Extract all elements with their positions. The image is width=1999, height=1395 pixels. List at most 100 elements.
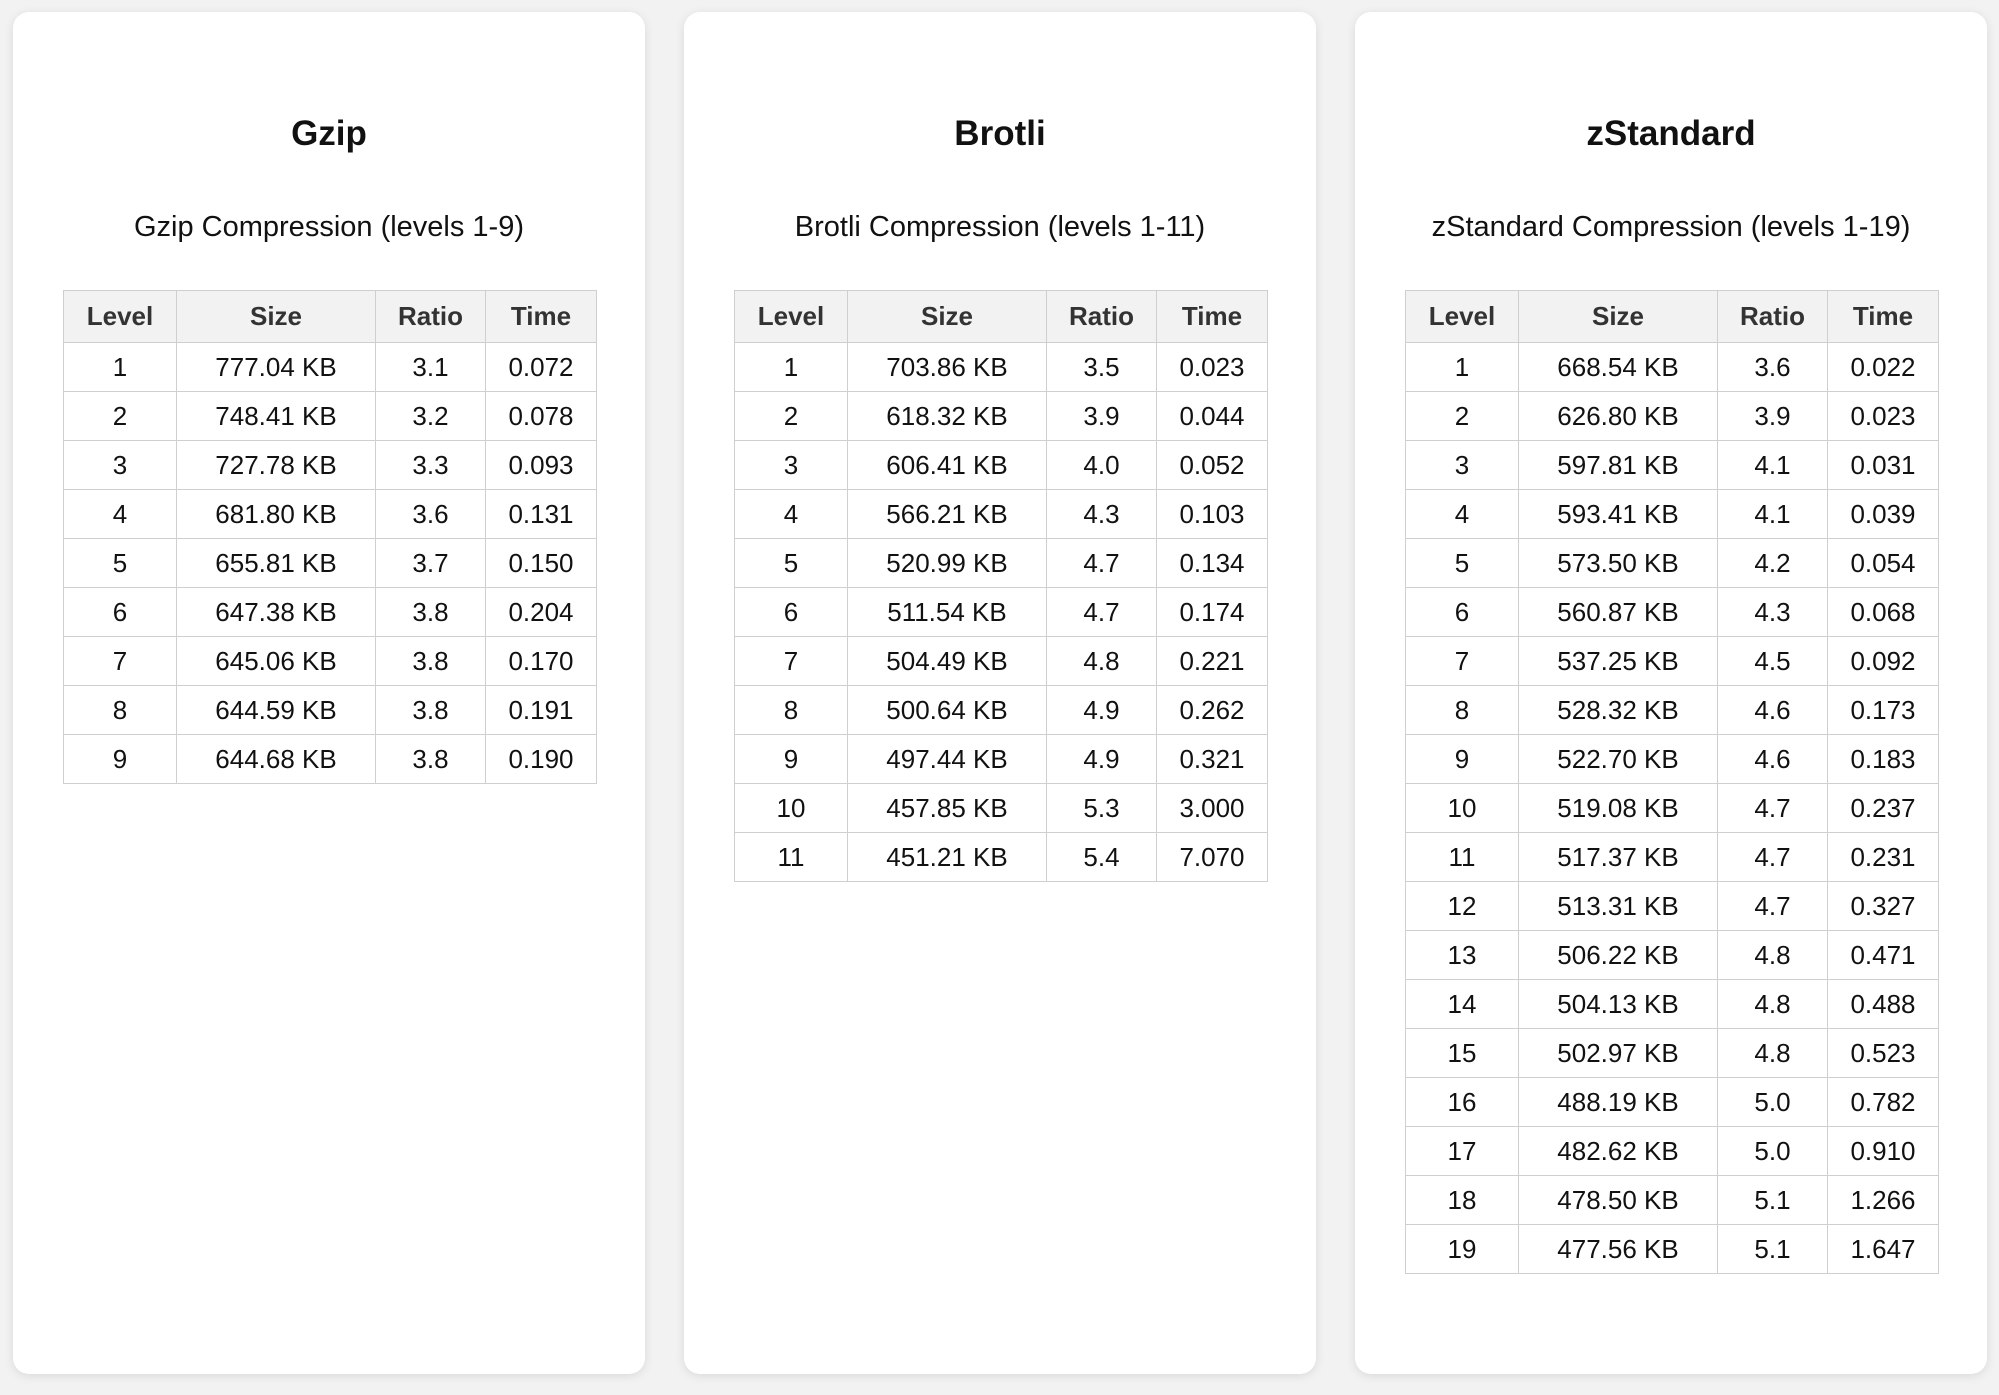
cell-level: 4 xyxy=(1405,489,1519,539)
cell-size: 511.54 KB xyxy=(847,587,1047,637)
cell-ratio: 4.0 xyxy=(1046,440,1157,490)
cell-level: 5 xyxy=(1405,538,1519,588)
cell-time: 0.327 xyxy=(1827,881,1939,931)
cell-level: 7 xyxy=(1405,636,1519,686)
cell-level: 8 xyxy=(734,685,848,735)
table-row: 9 644.68 KB 3.8 0.190 xyxy=(63,734,597,784)
cell-ratio: 4.8 xyxy=(1717,1028,1828,1078)
cell-ratio: 4.8 xyxy=(1717,979,1828,1029)
table-row: 5 520.99 KB 4.7 0.134 xyxy=(734,538,1268,588)
table-row: 10 457.85 KB 5.3 3.000 xyxy=(734,783,1268,833)
cell-level: 5 xyxy=(734,538,848,588)
cell-size: 644.59 KB xyxy=(176,685,376,735)
cell-level: 9 xyxy=(734,734,848,784)
cell-time: 0.023 xyxy=(1156,342,1268,392)
cell-level: 18 xyxy=(1405,1175,1519,1225)
cell-ratio: 3.3 xyxy=(375,440,486,490)
table-row: 4 593.41 KB 4.1 0.039 xyxy=(1405,489,1939,539)
cell-ratio: 4.7 xyxy=(1717,832,1828,882)
card-gzip: Gzip Gzip Compression (levels 1-9) Level… xyxy=(13,12,645,1374)
table-row: 7 645.06 KB 3.8 0.170 xyxy=(63,636,597,686)
table-row: 5 655.81 KB 3.7 0.150 xyxy=(63,538,597,588)
cell-ratio: 4.1 xyxy=(1717,489,1828,539)
cell-level: 3 xyxy=(1405,440,1519,490)
cell-time: 0.134 xyxy=(1156,538,1268,588)
cell-level: 2 xyxy=(734,391,848,441)
cell-size: 703.86 KB xyxy=(847,342,1047,392)
table-row: 17 482.62 KB 5.0 0.910 xyxy=(1405,1126,1939,1176)
cell-level: 2 xyxy=(63,391,177,441)
cell-size: 504.13 KB xyxy=(1518,979,1718,1029)
cell-ratio: 3.5 xyxy=(1046,342,1157,392)
cell-time: 0.103 xyxy=(1156,489,1268,539)
cell-level: 19 xyxy=(1405,1224,1519,1274)
cell-size: 502.97 KB xyxy=(1518,1028,1718,1078)
cell-level: 1 xyxy=(63,342,177,392)
cell-level: 7 xyxy=(63,636,177,686)
cell-time: 1.647 xyxy=(1827,1224,1939,1274)
cell-ratio: 4.1 xyxy=(1717,440,1828,490)
cell-time: 0.183 xyxy=(1827,734,1939,784)
card-brotli: Brotli Brotli Compression (levels 1-11) … xyxy=(684,12,1316,1374)
cell-size: 593.41 KB xyxy=(1518,489,1718,539)
cell-time: 0.068 xyxy=(1827,587,1939,637)
cell-time: 1.266 xyxy=(1827,1175,1939,1225)
table-row: 15 502.97 KB 4.8 0.523 xyxy=(1405,1028,1939,1078)
table-row: 1 777.04 KB 3.1 0.072 xyxy=(63,342,597,392)
cell-size: 618.32 KB xyxy=(847,391,1047,441)
cell-ratio: 4.7 xyxy=(1046,538,1157,588)
cell-ratio: 4.8 xyxy=(1046,636,1157,686)
cell-size: 560.87 KB xyxy=(1518,587,1718,637)
table-row: 1 703.86 KB 3.5 0.023 xyxy=(734,342,1268,392)
cell-time: 0.150 xyxy=(485,538,597,588)
cell-time: 0.191 xyxy=(485,685,597,735)
table-row: 6 560.87 KB 4.3 0.068 xyxy=(1405,587,1939,637)
cell-time: 0.204 xyxy=(485,587,597,637)
cell-level: 8 xyxy=(63,685,177,735)
table-row: 13 506.22 KB 4.8 0.471 xyxy=(1405,930,1939,980)
cell-time: 0.321 xyxy=(1156,734,1268,784)
cell-time: 0.262 xyxy=(1156,685,1268,735)
table-row: 3 606.41 KB 4.0 0.052 xyxy=(734,440,1268,490)
cell-size: 457.85 KB xyxy=(847,783,1047,833)
cell-level: 11 xyxy=(1405,832,1519,882)
card-subtitle: Brotli Compression (levels 1-11) xyxy=(794,211,1206,243)
cell-size: 528.32 KB xyxy=(1518,685,1718,735)
cell-ratio: 3.8 xyxy=(375,636,486,686)
table-container: Level Size Ratio Time 1 777.04 KB 3.1 0.072… xyxy=(63,290,597,784)
cell-size: 500.64 KB xyxy=(847,685,1047,735)
cell-size: 573.50 KB xyxy=(1518,538,1718,588)
table-row: 14 504.13 KB 4.8 0.488 xyxy=(1405,979,1939,1029)
cell-level: 12 xyxy=(1405,881,1519,931)
cell-time: 0.054 xyxy=(1827,538,1939,588)
cell-ratio: 5.3 xyxy=(1046,783,1157,833)
table-row: 2 748.41 KB 3.2 0.078 xyxy=(63,391,597,441)
cell-time: 0.173 xyxy=(1827,685,1939,735)
cell-ratio: 3.9 xyxy=(1046,391,1157,441)
table-row: 3 727.78 KB 3.3 0.093 xyxy=(63,440,597,490)
cell-size: 513.31 KB xyxy=(1518,881,1718,931)
cell-level: 13 xyxy=(1405,930,1519,980)
cell-size: 477.56 KB xyxy=(1518,1224,1718,1274)
table-row: 1 668.54 KB 3.6 0.022 xyxy=(1405,342,1939,392)
cell-ratio: 5.0 xyxy=(1717,1126,1828,1176)
cell-size: 681.80 KB xyxy=(176,489,376,539)
cell-ratio: 3.2 xyxy=(375,391,486,441)
column-header-size: Size xyxy=(1518,290,1718,343)
table-row: 8 644.59 KB 3.8 0.191 xyxy=(63,685,597,735)
cell-ratio: 4.9 xyxy=(1046,685,1157,735)
gzip-table: Level Size Ratio Time 1 777.04 KB 3.1 0.072… xyxy=(63,290,597,784)
cell-ratio: 4.6 xyxy=(1717,734,1828,784)
table-row: 7 504.49 KB 4.8 0.221 xyxy=(734,636,1268,686)
cell-size: 777.04 KB xyxy=(176,342,376,392)
table-row: 9 497.44 KB 4.9 0.321 xyxy=(734,734,1268,784)
cell-size: 519.08 KB xyxy=(1518,783,1718,833)
column-header-size: Size xyxy=(176,290,376,343)
table-row: 19 477.56 KB 5.1 1.647 xyxy=(1405,1224,1939,1274)
table-body: 1 668.54 KB 3.6 0.022 2 626.80 KB 3.9 0.023 3 597… xyxy=(1405,342,1939,1274)
cell-size: 645.06 KB xyxy=(176,636,376,686)
cell-time: 0.237 xyxy=(1827,783,1939,833)
cell-level: 16 xyxy=(1405,1077,1519,1127)
cell-level: 2 xyxy=(1405,391,1519,441)
